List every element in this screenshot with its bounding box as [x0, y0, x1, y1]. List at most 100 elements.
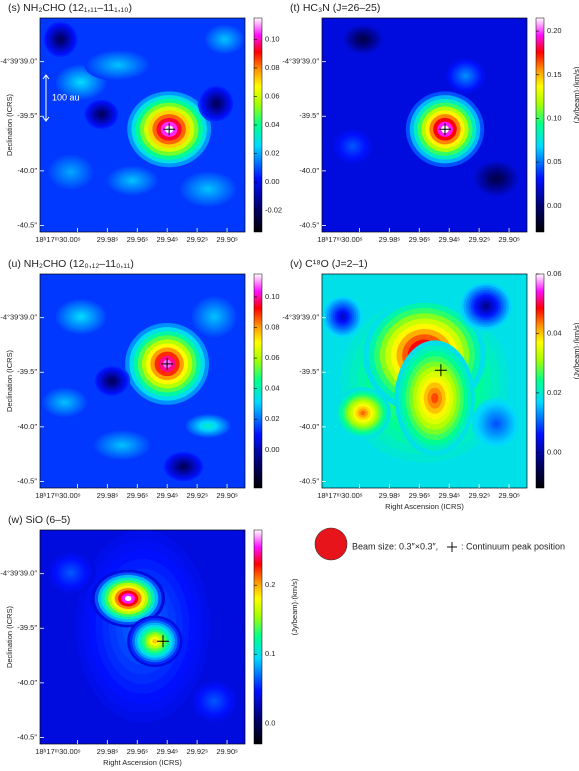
x-tick-label: 18ʰ17ᵐ30.00ˢ	[317, 235, 363, 244]
x-tick-label: 29.94ˢ	[439, 491, 461, 500]
emission-contour	[181, 465, 186, 469]
x-tick-label: 29.96ˢ	[409, 491, 431, 500]
colorbar-tick-label: 0.08	[265, 322, 280, 331]
y-tick-label: -40.0″	[299, 422, 319, 431]
emission-contour	[124, 595, 132, 602]
colorbar	[535, 273, 545, 489]
colorbar-label: (Jy/beam)·(km/s)	[572, 66, 579, 123]
emission-contour	[68, 570, 73, 575]
scale-label: 100 au	[52, 92, 80, 102]
emission-contour	[205, 424, 211, 428]
colorbar-tick-label: 0.04	[265, 120, 280, 129]
y-tick-label: -39.5″	[17, 623, 37, 632]
colorbar-tick-label: 0.04	[547, 328, 562, 337]
y-axis-label: Declination (ICRS)	[5, 93, 14, 156]
emission-contour	[114, 63, 121, 67]
colorbar-tick-label: 0.00	[547, 201, 562, 210]
emission-contour	[212, 699, 217, 704]
x-tick-label: 29.90ˢ	[498, 491, 520, 500]
emission-contour	[361, 37, 365, 41]
colorbar-tick-label: 0.00	[547, 447, 562, 456]
y-tick-label: -4°39′39.0″	[282, 313, 319, 322]
colorbar-label: (Jy/beam)·(km/s)	[290, 578, 299, 635]
emission-contour	[58, 37, 63, 42]
y-tick-label: -4°39′39.0″	[0, 313, 37, 322]
y-tick-label: -40.5″	[17, 476, 37, 485]
x-tick-label: 29.98ˢ	[379, 235, 401, 244]
x-tick-label: 18ʰ17ᵐ30.00ˢ	[317, 491, 363, 500]
emission-contour	[62, 400, 67, 404]
x-axis-label: Right Ascension (ICRS)	[103, 758, 182, 767]
emission-contour	[119, 443, 125, 447]
emission-contour	[214, 101, 218, 106]
x-tick-label: 29.90ˢ	[498, 235, 520, 244]
continuum-peak	[434, 364, 447, 377]
colorbar-tick-label: 0.00	[265, 177, 280, 186]
colorbar-tick-label: 0.10	[265, 292, 280, 301]
panel: (w) SiO (6–5) 18ʰ17ᵐ30.00ˢ 29.98ˢ 29.96ˢ 29.…	[0, 514, 299, 767]
intensity-map	[322, 18, 527, 232]
emission-contour	[463, 74, 468, 78]
colorbar-tick-label: 0.08	[265, 63, 280, 72]
x-tick-label: 29.96ˢ	[127, 491, 149, 500]
y-tick-label: -39.5″	[299, 111, 319, 120]
emission-contour	[222, 37, 227, 41]
emission-contour	[205, 187, 211, 191]
panel-title: (s) NH₂CHO (12₁,₁₁–11₁,₁₀)	[8, 2, 132, 14]
map-frame	[321, 17, 528, 233]
scale-arrow	[42, 74, 50, 122]
y-tick-label: -40.5″	[299, 220, 319, 229]
colorbar-tick-label: 0.0	[265, 718, 275, 727]
colorbar-tick-label: -0.02	[265, 206, 282, 215]
emission-contour	[431, 392, 439, 404]
y-tick-label: -39.5″	[299, 367, 319, 376]
x-tick-label: 29.92ˢ	[186, 747, 208, 756]
y-tick-label: -40.5″	[17, 220, 37, 229]
y-axis-label: Declination (ICRS)	[5, 605, 14, 668]
colorbar	[535, 17, 545, 233]
x-tick-label: 29.94ˢ	[157, 491, 179, 500]
x-tick-label: 18ʰ17ᵐ30.00ˢ	[35, 491, 81, 500]
x-tick-label: 29.94ˢ	[439, 235, 461, 244]
x-tick-label: 29.90ˢ	[216, 747, 238, 756]
x-tick-label: 29.92ˢ	[468, 491, 490, 500]
colorbar-tick-label: 0.1	[265, 649, 275, 658]
emission-contour	[99, 112, 104, 116]
emission-contour	[483, 303, 489, 309]
colorbar-tick-label: 0.15	[547, 70, 562, 79]
y-tick-label: -40.5″	[299, 476, 319, 485]
map-frame	[39, 17, 246, 233]
colorbar-label: (Jy/beam)·(km/s)	[572, 322, 579, 379]
colorbar-tick-label: 0.05	[547, 157, 562, 166]
panel-title: (w) SiO (6–5)	[8, 514, 70, 526]
legend-beam: Beam size: 0.3″×0.3″,	[352, 541, 438, 551]
y-tick-label: -4°39′39.0″	[282, 57, 319, 66]
colorbar-tick-label: 0.2	[265, 580, 275, 589]
emission-contour	[78, 315, 84, 319]
emission-contour	[494, 421, 499, 427]
x-tick-label: 29.92ˢ	[468, 235, 490, 244]
y-axis-label: Declination (ICRS)	[5, 349, 14, 412]
y-tick-label: -4°39′39.0″	[0, 57, 37, 66]
map-frame	[321, 273, 528, 489]
panel: (v) C¹⁸O (J=2–1) 18ʰ17ᵐ30.00ˢ 29.98ˢ 29.96ˢ…	[282, 258, 579, 511]
emission-contour	[494, 176, 499, 181]
x-tick-label: 29.96ˢ	[127, 235, 149, 244]
panel-title: (t) HC₃N (J=26–25)	[290, 2, 380, 14]
x-tick-label: 29.92ˢ	[186, 491, 208, 500]
x-tick-label: 29.92ˢ	[186, 235, 208, 244]
emission-contour	[340, 314, 345, 319]
panel: (t) HC₃N (J=26–25) 18ʰ17ᵐ30.00ˢ 29.98ˢ 29.9…	[282, 2, 579, 244]
emission-contour	[212, 314, 217, 319]
intensity-map	[40, 274, 245, 488]
x-tick-label: 29.94ˢ	[157, 235, 179, 244]
colorbar-tick-label: 0.10	[265, 34, 280, 43]
y-tick-label: -4°39′39.0″	[0, 569, 37, 578]
y-tick-label: -40.0″	[299, 166, 319, 175]
x-tick-label: 29.98ˢ	[379, 491, 401, 500]
panel: (s) NH₂CHO (12₁,₁₁–11₁,₁₀) 18ʰ17ᵐ30.00ˢ 29…	[0, 2, 282, 244]
colorbar-tick-label: 0.02	[265, 414, 280, 423]
colorbar-tick-label: 0.04	[265, 384, 280, 393]
continuum-peak	[439, 123, 451, 136]
emission-contour	[152, 638, 158, 644]
